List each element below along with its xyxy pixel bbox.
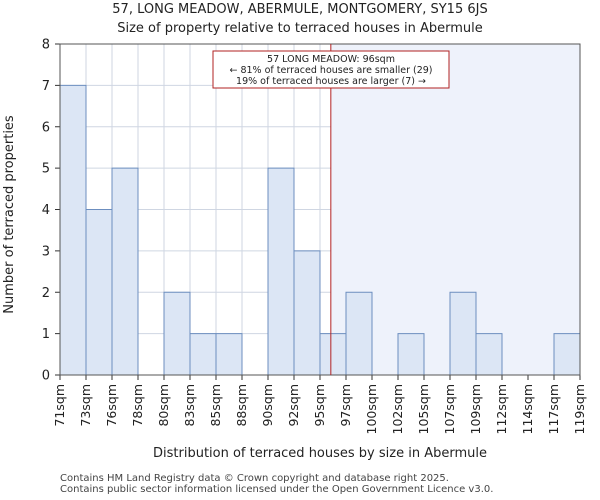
bar [449, 291, 477, 376]
annotation-box [212, 50, 450, 89]
footer-line-1: Contains HM Land Registry data © Crown c… [60, 473, 449, 484]
y-tick-label: 2 [42, 286, 50, 301]
annotation-line-2: ← 81% of terraced houses are smaller (29… [229, 65, 432, 76]
plot-frame [59, 43, 581, 376]
y-tick-label: 5 [42, 162, 50, 177]
y-tick-label: 3 [42, 244, 50, 259]
bar [293, 250, 321, 376]
y-axis-label: Number of terraced properties [2, 115, 17, 314]
y-axis-ticks: 0 1 2 3 4 5 6 7 8 [42, 38, 60, 384]
y-tick-label: 8 [42, 38, 50, 53]
bars [59, 84, 581, 376]
x-tick-label: 112sqm [494, 384, 509, 434]
x-tick-label: 83sqm [182, 384, 197, 427]
bar [85, 209, 113, 376]
y-tick-label: 1 [42, 327, 50, 342]
y-tick-label: 4 [42, 203, 50, 218]
x-tick-label: 76sqm [104, 384, 119, 427]
x-tick-label: 102sqm [390, 384, 405, 434]
x-tick-label: 80sqm [156, 384, 171, 427]
bar [59, 84, 87, 376]
chart-subtitle: Size of property relative to terraced ho… [117, 21, 483, 36]
y-tick-label: 6 [42, 120, 50, 135]
x-axis-label: Distribution of terraced houses by size … [153, 446, 487, 461]
footer-line-2: Contains public sector information licen… [60, 484, 494, 495]
x-tick-label: 105sqm [416, 384, 431, 434]
y-tick-label: 0 [42, 369, 50, 384]
bar [475, 333, 503, 376]
x-tick-label: 119sqm [572, 384, 587, 434]
bar [267, 167, 295, 376]
annotation-line-1: 57 LONG MEADOW: 96sqm [267, 54, 395, 65]
x-tick-label: 78sqm [130, 384, 145, 427]
bar [397, 333, 425, 376]
x-axis-ticks: 71sqm 73sqm 76sqm 78sqm 80sqm 83sqm 85sqm 88sqm… [52, 375, 587, 434]
y-tick-label: 7 [42, 79, 50, 94]
bar [189, 333, 217, 376]
x-tick-label: 92sqm [286, 384, 301, 427]
x-tick-label: 85sqm [208, 384, 223, 427]
bar [345, 291, 373, 376]
x-tick-label: 114sqm [520, 384, 535, 434]
bar [111, 167, 139, 376]
bar [553, 333, 581, 376]
bar [215, 333, 243, 376]
x-tick-label: 90sqm [260, 384, 275, 427]
x-tick-label: 71sqm [52, 384, 67, 427]
x-tick-label: 109sqm [468, 384, 483, 434]
x-tick-label: 100sqm [364, 384, 379, 434]
x-tick-label: 88sqm [234, 384, 249, 427]
x-tick-label: 107sqm [442, 384, 457, 434]
x-tick-label: 73sqm [78, 384, 93, 427]
chart-title: 57, LONG MEADOW, ABERMULE, MONTGOMERY, S… [112, 2, 488, 17]
x-tick-label: 97sqm [338, 384, 353, 427]
x-tick-label: 117sqm [546, 384, 561, 434]
property-annotation: 57 LONG MEADOW: 96sqm ← 81% of terraced … [212, 50, 450, 89]
annotation-line-3: 19% of terraced houses are larger (7) → [236, 76, 426, 87]
bar [319, 333, 347, 376]
x-tick-label: 95sqm [312, 384, 327, 427]
bar [163, 291, 191, 376]
